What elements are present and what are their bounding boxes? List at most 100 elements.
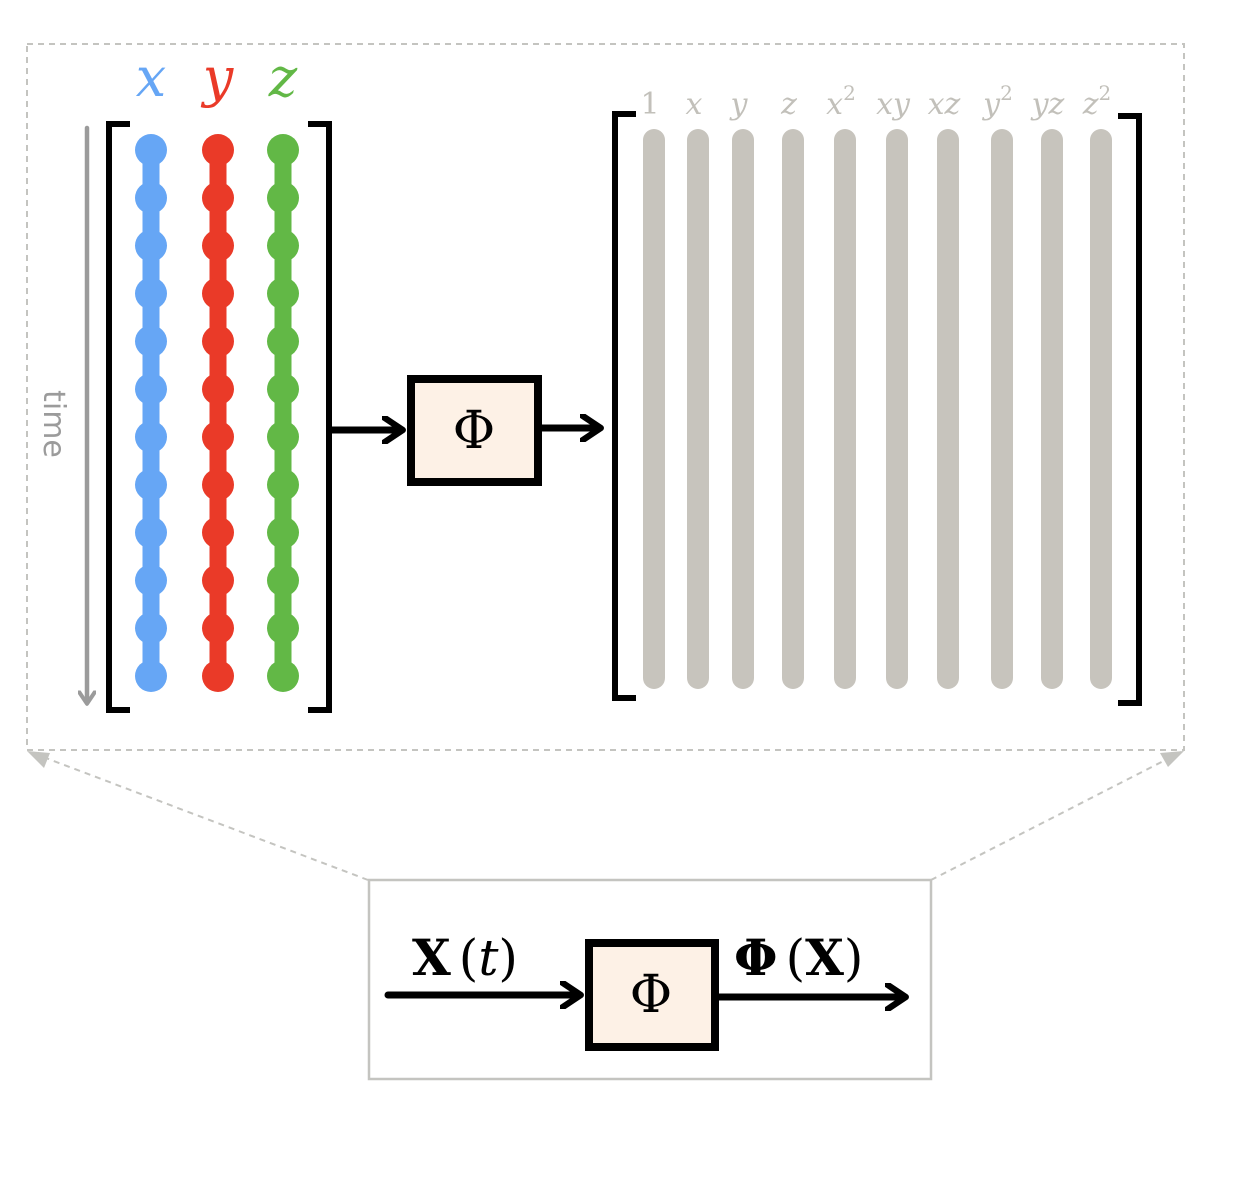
- sample-dot: [267, 181, 299, 214]
- zoom-arrowhead-right: [1160, 751, 1184, 767]
- column-label-x: x: [136, 46, 166, 109]
- output-close-paren: ): [844, 929, 864, 987]
- summary-operator-symbol: Φ: [630, 965, 673, 1025]
- output-open-paren: (: [786, 929, 806, 987]
- input-column-y: y: [201, 46, 235, 692]
- sample-dot: [202, 468, 234, 501]
- library-term-label: xz: [928, 87, 961, 122]
- sample-dot: [135, 134, 167, 166]
- library-column: x: [686, 87, 709, 689]
- library-column: 1: [640, 87, 665, 689]
- sample-dot: [267, 420, 299, 453]
- term-base: z: [780, 87, 797, 122]
- sample-dot: [202, 516, 234, 549]
- sample-dot: [135, 181, 167, 214]
- sample-dot: [267, 516, 299, 549]
- sample-dot: [267, 229, 299, 262]
- sample-dot: [202, 564, 234, 597]
- library-column: y: [729, 87, 754, 689]
- input-left-bracket: [106, 121, 130, 713]
- sample-dot: [267, 564, 299, 597]
- zoom-frame: [26, 43, 1185, 751]
- term-exponent: 2: [843, 81, 856, 105]
- sample-dot: [202, 373, 234, 406]
- library-column: z2: [1082, 81, 1112, 689]
- zoom-arrowhead-left: [27, 751, 50, 768]
- sample-dot: [135, 325, 167, 358]
- library-term-label: 1: [640, 87, 659, 122]
- term-base: xy: [876, 87, 911, 122]
- sample-dot: [267, 134, 299, 166]
- operator-symbol: Φ: [453, 401, 496, 461]
- sample-dot: [135, 277, 167, 310]
- sample-dot: [202, 612, 234, 645]
- term-base: z: [1082, 87, 1099, 122]
- sample-dot: [135, 612, 167, 645]
- sample-dot: [267, 325, 299, 358]
- sample-dot: [202, 660, 234, 692]
- input-right-bracket: [308, 121, 332, 713]
- output-bold-symbol: Φ: [734, 928, 778, 987]
- term-exponent: 2: [1099, 81, 1112, 105]
- sample-dot: [202, 325, 234, 358]
- sample-dot: [135, 660, 167, 692]
- zoom-connector-right: [930, 751, 1182, 881]
- column-label-y: y: [201, 46, 235, 109]
- summary-operator-box: [585, 939, 719, 1051]
- sample-dot: [135, 468, 167, 501]
- sample-dot: [202, 420, 234, 453]
- zoom-connector-left: [29, 751, 369, 881]
- library-column: yz: [1030, 87, 1065, 689]
- input-open-paren: (: [459, 929, 479, 987]
- input-column-z: z: [267, 46, 299, 692]
- sample-dot: [267, 612, 299, 645]
- summary-input-label: X (t): [412, 928, 518, 987]
- sample-dot: [202, 134, 234, 166]
- sample-dot: [135, 229, 167, 262]
- sample-dot: [202, 277, 234, 310]
- sample-dot: [202, 181, 234, 214]
- library-column: y2: [981, 81, 1013, 689]
- library-right-bracket: [1118, 113, 1142, 706]
- library-column: z: [780, 87, 804, 689]
- library-column: xz: [928, 87, 961, 689]
- sample-dot: [135, 564, 167, 597]
- summary-output-label: Φ (X): [734, 928, 863, 987]
- sample-dot: [267, 660, 299, 692]
- library-term-label: x: [686, 87, 703, 122]
- term-base: xz: [928, 87, 961, 122]
- library-term-label: x2: [826, 81, 856, 122]
- library-term-label: z: [780, 87, 797, 122]
- sample-dot: [135, 516, 167, 549]
- library-column: x2: [826, 81, 856, 689]
- column-label-z: z: [268, 46, 298, 109]
- input-bold-symbol: X: [412, 928, 451, 987]
- library-term-label: yz: [1030, 87, 1065, 122]
- sample-dot: [267, 373, 299, 406]
- input-column-x: x: [135, 46, 167, 692]
- sample-dot: [135, 420, 167, 453]
- sample-dot: [135, 373, 167, 406]
- sample-dot: [202, 229, 234, 262]
- term-base: y: [729, 87, 749, 122]
- time-label: time: [36, 390, 71, 458]
- operator-box: [407, 375, 542, 486]
- library-term-label: z2: [1082, 81, 1112, 122]
- term-base: 1: [640, 87, 659, 122]
- library-column: xy: [876, 87, 911, 689]
- input-close-paren: ): [498, 929, 518, 987]
- term-base: x: [826, 87, 843, 122]
- library-term-label: y2: [981, 81, 1013, 122]
- term-base: yz: [1030, 87, 1065, 122]
- library-columns: 1 x y z x2 xy xz y2 yz z2: [640, 81, 1112, 689]
- input-time-var: t: [478, 929, 499, 987]
- sample-dot: [267, 468, 299, 501]
- term-base: y: [981, 87, 1001, 122]
- library-left-bracket: [612, 111, 636, 701]
- term-base: x: [686, 87, 703, 122]
- library-term-label: xy: [876, 87, 911, 122]
- sample-dot: [267, 277, 299, 310]
- term-exponent: 2: [1000, 81, 1013, 105]
